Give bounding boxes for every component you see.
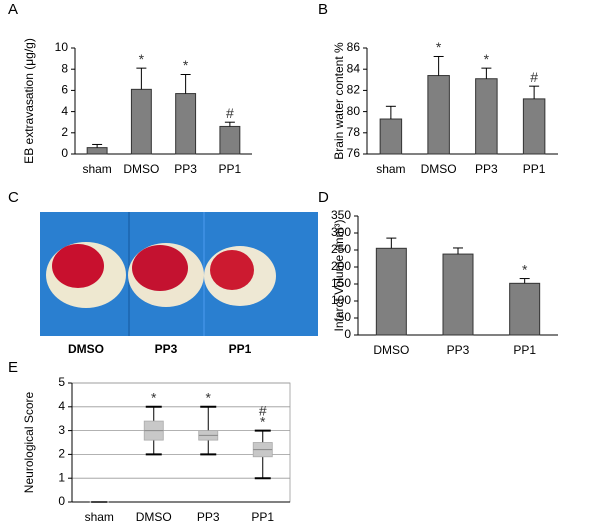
y-tick-label: 300 <box>331 225 351 239</box>
y-tick-label: 76 <box>347 146 361 160</box>
panel-letter: D <box>318 189 329 206</box>
y-axis-label: EB extravasation (μg/g) <box>22 38 36 164</box>
significance-mark: # <box>226 105 234 121</box>
x-tick-label: sham <box>85 510 114 524</box>
y-tick-label: 0 <box>344 327 351 341</box>
significance-mark: * <box>436 39 442 55</box>
y-tick-label: 200 <box>331 259 351 273</box>
brain-stain <box>210 250 254 290</box>
y-tick-label: 10 <box>55 40 69 54</box>
image-label: PP3 <box>155 342 178 356</box>
significance-mark: * <box>206 390 212 406</box>
bar <box>509 282 541 336</box>
significance-mark: # <box>259 402 267 418</box>
bar <box>442 253 474 336</box>
y-axis-label: Neurological Score <box>22 391 36 493</box>
bar <box>175 93 197 155</box>
brain-stain <box>132 245 188 291</box>
y-tick-label: 84 <box>347 61 361 75</box>
photo-divider <box>203 212 205 336</box>
y-tick-label: 80 <box>347 104 361 118</box>
significance-mark: * <box>484 51 490 67</box>
y-tick-label: 82 <box>347 83 361 97</box>
panel-letter: E <box>8 359 18 376</box>
x-tick-label: PP3 <box>197 510 220 524</box>
panel-letter: A <box>8 1 18 18</box>
image-label: PP1 <box>229 342 252 356</box>
y-tick-label: 100 <box>331 293 351 307</box>
y-tick-label: 350 <box>331 208 351 222</box>
bar <box>427 75 450 155</box>
x-tick-label: sham <box>82 162 111 176</box>
x-tick-label: PP1 <box>513 343 536 357</box>
x-tick-label: sham <box>376 162 405 176</box>
x-tick-label: DMSO <box>373 343 409 357</box>
y-tick-label: 3 <box>58 423 65 437</box>
panel-letter: C <box>8 189 19 206</box>
x-tick-label: PP3 <box>447 343 470 357</box>
x-tick-label: PP1 <box>251 510 274 524</box>
x-tick-label: PP1 <box>523 162 546 176</box>
image-label: DMSO <box>68 342 104 356</box>
y-tick-label: 2 <box>61 125 68 139</box>
bar <box>86 147 108 155</box>
bar <box>475 78 498 155</box>
bar <box>375 247 407 336</box>
y-tick-label: 0 <box>58 494 65 508</box>
bar <box>379 118 403 155</box>
significance-mark: # <box>530 69 538 85</box>
brain-stain <box>52 244 104 288</box>
y-tick-label: 78 <box>347 125 361 139</box>
significance-mark: * <box>260 413 266 429</box>
y-tick-label: 50 <box>338 310 352 324</box>
x-tick-label: PP3 <box>475 162 498 176</box>
x-tick-label: PP1 <box>219 162 242 176</box>
significance-mark: * <box>183 57 189 73</box>
y-tick-label: 5 <box>58 375 65 389</box>
y-tick-label: 4 <box>61 104 68 118</box>
significance-mark: * <box>522 261 528 277</box>
x-tick-label: PP3 <box>174 162 197 176</box>
y-tick-label: 250 <box>331 242 351 256</box>
image-panel: C DMSO PP3 PP1 <box>8 189 318 356</box>
y-tick-label: 8 <box>61 61 68 75</box>
x-tick-label: DMSO <box>123 162 159 176</box>
x-tick-label: DMSO <box>421 162 457 176</box>
bar <box>130 88 152 155</box>
y-tick-label: 2 <box>58 447 65 461</box>
y-tick-label: 1 <box>58 470 65 484</box>
bar <box>522 98 546 155</box>
y-tick-label: 6 <box>61 83 68 97</box>
y-tick-label: 86 <box>347 40 361 54</box>
bar <box>219 125 241 155</box>
y-tick-label: 150 <box>331 276 351 290</box>
y-axis-label: Brain water content % <box>332 42 346 160</box>
y-tick-label: 0 <box>61 146 68 160</box>
panel-letter: B <box>318 1 328 18</box>
x-tick-label: DMSO <box>136 510 172 524</box>
significance-mark: * <box>139 51 145 67</box>
significance-mark: * <box>151 390 157 406</box>
y-axis-label: Infarct Volume (mm³) <box>332 219 346 331</box>
y-tick-label: 4 <box>58 399 65 413</box>
